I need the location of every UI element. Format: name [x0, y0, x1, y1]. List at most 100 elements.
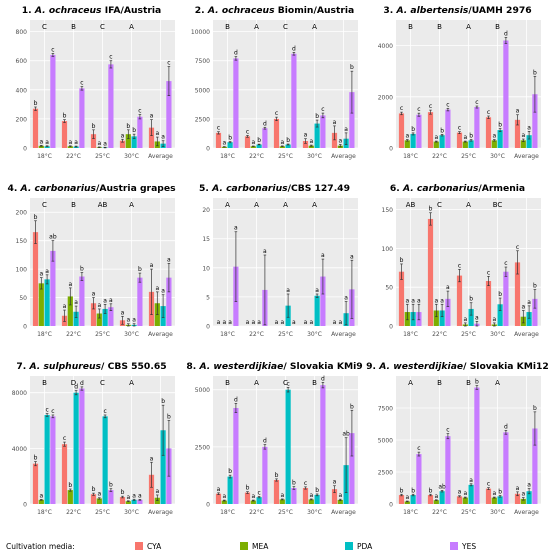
y-tick-label: 4000: [12, 446, 27, 453]
y-tick-label: 5000: [378, 438, 393, 445]
bar: [285, 144, 291, 148]
bar: [427, 495, 434, 504]
significance-letter: a: [463, 134, 467, 141]
group-letter: C: [42, 201, 47, 209]
y-tick-label: 150: [16, 238, 28, 245]
significance-letter: a: [469, 477, 473, 484]
group-letter: A: [312, 23, 317, 31]
bar: [497, 130, 503, 148]
title-prefix: 7.: [16, 361, 29, 372]
significance-letter: b: [80, 266, 84, 273]
y-tick-label: 2500: [195, 116, 210, 123]
group-letter: D: [71, 379, 76, 387]
legend-swatch: [345, 542, 353, 550]
group-letter: B: [71, 23, 76, 31]
y-tick-label: 5000: [195, 87, 210, 94]
bar: [314, 494, 320, 504]
significance-letter: a: [161, 288, 165, 295]
significance-letter: a: [333, 319, 337, 326]
significance-letter: c: [321, 106, 324, 113]
significance-letter: b: [286, 137, 290, 144]
significance-letter: b: [167, 414, 171, 421]
bar: [244, 136, 251, 148]
y-tick-label: 10: [202, 265, 210, 272]
group-letter: A: [225, 201, 230, 209]
significance-letter: a: [527, 482, 531, 489]
significance-letter: a: [434, 134, 438, 141]
bar: [90, 134, 97, 148]
y-tick-label: 20: [202, 207, 210, 214]
title-species: A. sulphureus: [28, 361, 101, 372]
group-letter: B: [225, 23, 230, 31]
significance-letter: c: [63, 435, 66, 442]
significance-letter: b: [292, 480, 296, 487]
bar: [520, 140, 526, 148]
significance-letter: a: [121, 309, 125, 316]
x-tick-label: 30°C: [307, 331, 322, 338]
bar: [44, 414, 50, 504]
significance-letter: a: [304, 319, 308, 326]
title-prefix: 8.: [186, 361, 199, 372]
significance-letter: b: [533, 69, 537, 76]
title-species: A. westerdijkiae: [198, 361, 283, 372]
x-tick-label: 22°C: [432, 331, 447, 338]
bar: [38, 499, 44, 504]
significance-letter: a: [150, 455, 154, 462]
bar: [427, 112, 434, 148]
bar: [439, 135, 445, 148]
significance-letter: b: [350, 403, 354, 410]
bar: [503, 40, 509, 149]
bar: [439, 491, 445, 504]
y-tick-label: 2000: [378, 94, 393, 101]
bar: [291, 53, 297, 148]
significance-letter: c: [275, 110, 278, 117]
x-tick-label: 18°C: [403, 509, 418, 516]
chart-title: 4. A. carbonarius/Austria grapes: [7, 183, 176, 194]
significance-letter: a: [103, 297, 107, 304]
significance-letter: b: [257, 137, 261, 144]
x-tick-label: Average: [148, 153, 173, 160]
significance-letter: c: [45, 407, 48, 414]
significance-letter: b: [161, 398, 165, 405]
bar: [125, 134, 131, 148]
significance-letter: ab: [49, 234, 57, 241]
significance-letter: a: [405, 494, 409, 501]
bar: [433, 500, 439, 504]
bar: [416, 454, 422, 504]
bar: [427, 218, 434, 326]
x-tick-label: Average: [148, 331, 173, 338]
significance-letter: b: [533, 405, 537, 412]
significance-letter: a: [97, 491, 101, 498]
bar: [32, 108, 39, 148]
significance-letter: c: [167, 60, 170, 67]
significance-letter: a: [45, 268, 49, 275]
x-tick-label: 25°C: [95, 509, 110, 516]
bar: [302, 141, 309, 148]
significance-letter: a: [333, 479, 337, 486]
significance-letter: a: [405, 297, 409, 304]
significance-letter: d: [74, 384, 78, 391]
significance-letter: a: [309, 319, 313, 326]
title-prefix: 9.: [366, 361, 379, 372]
significance-letter: a: [338, 138, 342, 145]
x-tick-label: 18°C: [403, 331, 418, 338]
group-letter: A: [312, 201, 317, 209]
x-tick-label: 30°C: [124, 509, 139, 516]
significance-letter: a: [92, 291, 96, 298]
significance-letter: a: [155, 130, 159, 137]
legend-title: Cultivation media:: [6, 542, 75, 551]
x-tick-label: Average: [148, 509, 173, 516]
bar: [520, 498, 526, 504]
x-tick-label: 22°C: [249, 331, 264, 338]
x-tick-label: 22°C: [249, 509, 264, 516]
bar: [44, 146, 50, 148]
chart-panel: 5. A. carbonarius/CBS 127.49 0 5 10 15 20 18°C…: [199, 183, 358, 338]
y-tick-label: 0: [23, 324, 27, 331]
bar: [160, 430, 166, 504]
title-species: A. albertensis: [395, 5, 468, 16]
group-letter: A: [129, 201, 134, 209]
bar: [462, 497, 468, 504]
bar: [485, 117, 492, 148]
significance-letter: c: [487, 481, 490, 488]
significance-letter: b: [469, 296, 473, 303]
